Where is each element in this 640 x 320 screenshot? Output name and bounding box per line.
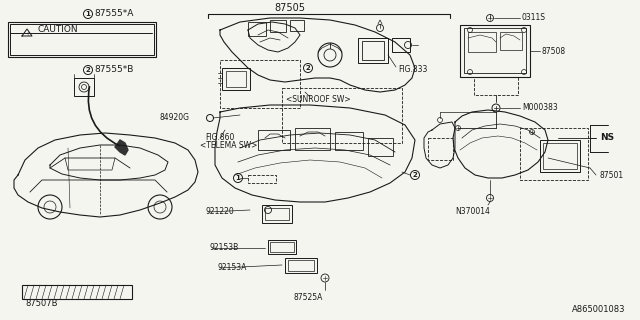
Bar (288, 260, 314, 271)
Bar (270, 242, 294, 252)
Text: 87555*A: 87555*A (94, 10, 133, 19)
Bar (74, 78, 94, 96)
Text: CAUTION: CAUTION (37, 25, 77, 34)
Bar (468, 32, 496, 52)
Bar (222, 68, 250, 90)
Text: 87555*B: 87555*B (94, 66, 133, 75)
Text: 92153A: 92153A (218, 263, 248, 273)
Text: FIG.833: FIG.833 (398, 66, 428, 75)
Text: 921220: 921220 (205, 207, 234, 217)
Bar (540, 140, 580, 172)
Bar (392, 38, 410, 52)
Text: 0311S: 0311S (522, 13, 546, 22)
Bar (10, 24, 154, 55)
Bar (500, 32, 522, 50)
Bar (248, 175, 276, 183)
Bar (248, 22, 266, 36)
Text: 2: 2 (306, 65, 310, 71)
Bar (270, 20, 286, 32)
Bar (282, 88, 402, 143)
Text: 92153B: 92153B (210, 244, 239, 252)
Text: !: ! (26, 31, 28, 36)
Text: 87507B: 87507B (25, 300, 58, 308)
Polygon shape (115, 140, 128, 155)
Bar (362, 41, 384, 60)
Text: <SUNROOF SW>: <SUNROOF SW> (285, 95, 350, 105)
Text: FIG.860: FIG.860 (205, 133, 234, 142)
Text: M000383: M000383 (522, 103, 557, 113)
Bar (262, 205, 292, 223)
Bar (368, 138, 393, 156)
Bar (520, 128, 588, 180)
Text: 87508: 87508 (542, 46, 566, 55)
Text: A865001083: A865001083 (572, 306, 625, 315)
Bar (543, 143, 577, 169)
Text: 84920G: 84920G (160, 114, 190, 123)
Text: 87501: 87501 (600, 171, 624, 180)
Bar (265, 208, 289, 220)
Text: <TELEMA SW>: <TELEMA SW> (200, 141, 257, 150)
Bar (358, 38, 388, 63)
Bar (258, 130, 290, 150)
Text: N370014: N370014 (455, 207, 490, 217)
Bar (464, 28, 526, 73)
Bar (335, 132, 363, 150)
Bar (474, 77, 518, 95)
Bar (428, 138, 453, 160)
Text: 2: 2 (413, 172, 417, 178)
Bar (268, 240, 296, 254)
Bar (220, 60, 300, 108)
Bar (295, 128, 330, 150)
Text: 2: 2 (86, 67, 90, 73)
Bar (460, 25, 530, 77)
Text: 87505: 87505 (275, 3, 305, 13)
Text: NS: NS (600, 133, 614, 142)
Bar (290, 20, 304, 31)
Text: 1: 1 (236, 175, 241, 181)
Bar (285, 258, 317, 273)
Bar (226, 71, 246, 87)
Text: 1: 1 (86, 11, 90, 17)
Bar (8, 22, 156, 57)
Bar (22, 285, 132, 299)
Text: 87525A: 87525A (293, 293, 323, 302)
